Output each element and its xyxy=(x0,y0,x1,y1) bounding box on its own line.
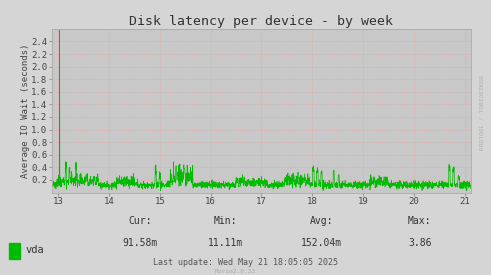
Y-axis label: Average IO Wait (seconds): Average IO Wait (seconds) xyxy=(21,43,30,178)
Text: 91.58m: 91.58m xyxy=(122,238,158,248)
Text: Avg:: Avg: xyxy=(310,216,333,226)
Text: 3.86: 3.86 xyxy=(408,238,432,248)
Text: Last update: Wed May 21 18:05:05 2025: Last update: Wed May 21 18:05:05 2025 xyxy=(153,258,338,267)
Text: Murin2.0.33: Murin2.0.33 xyxy=(215,269,256,274)
Text: Min:: Min: xyxy=(214,216,238,226)
Text: vda: vda xyxy=(26,245,44,255)
Text: Max:: Max: xyxy=(408,216,432,226)
Text: RRDTOOL / TOBIOETKER: RRDTOOL / TOBIOETKER xyxy=(480,75,485,150)
Title: Disk latency per device - by week: Disk latency per device - by week xyxy=(130,15,393,28)
Text: 11.11m: 11.11m xyxy=(208,238,244,248)
Text: 152.04m: 152.04m xyxy=(301,238,342,248)
Text: Cur:: Cur: xyxy=(128,216,152,226)
